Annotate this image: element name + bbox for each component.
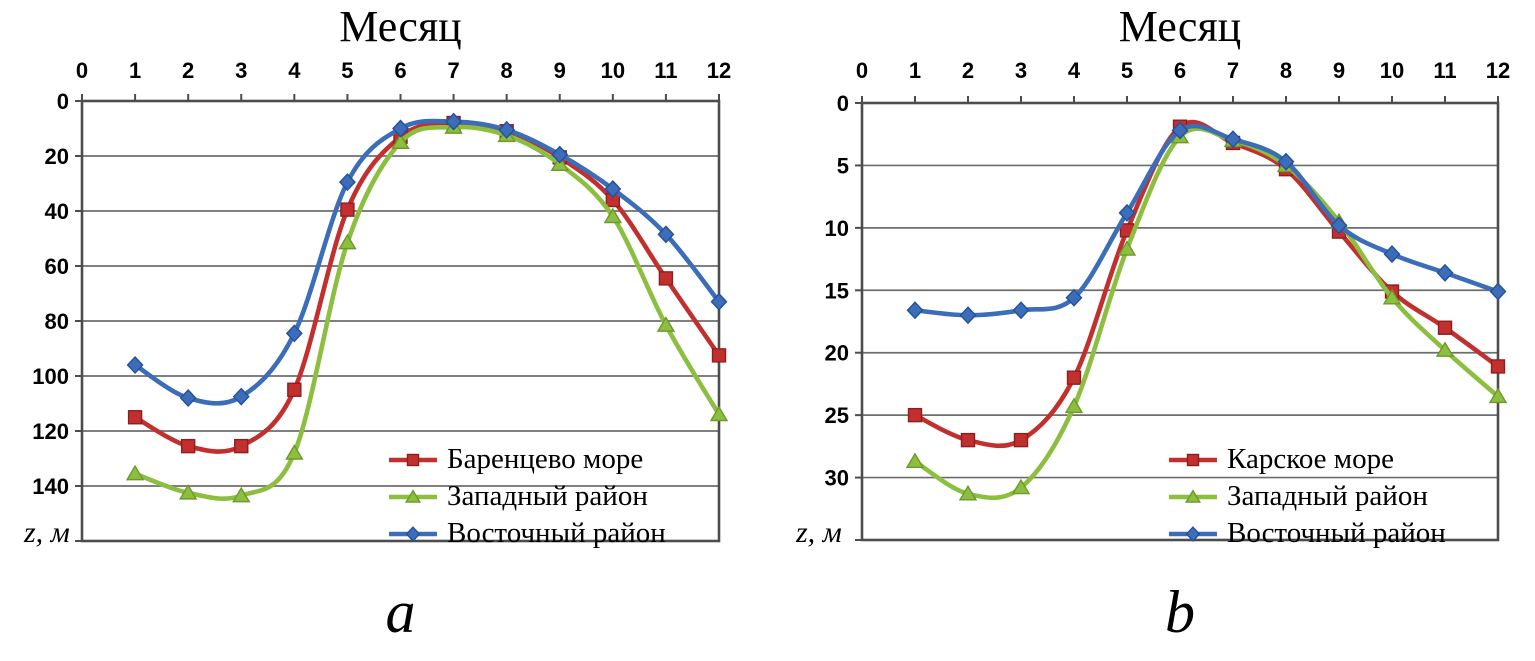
legend-label: Карское море [1227, 443, 1395, 475]
svg-text:3: 3 [1015, 58, 1027, 83]
legend-item: Восточный район [1168, 515, 1446, 552]
plot-border [860, 101, 1500, 542]
legend-label: Баренцево море [447, 443, 644, 475]
svg-text:12: 12 [1486, 58, 1510, 83]
chart-a-legend: Баренцево море Западный район Восточный … [388, 441, 666, 552]
series-2-diamond [906, 121, 1507, 325]
y-axis-labels: 0 20 40 60 80 100 120 140 [32, 89, 69, 499]
legend-item: Восточный район [388, 515, 666, 552]
legend-label: Западный район [1227, 480, 1428, 512]
svg-text:9: 9 [554, 58, 566, 83]
legend-item: Баренцево море [388, 441, 666, 478]
legend-diamond-marker-icon [388, 525, 438, 543]
svg-text:6: 6 [394, 58, 406, 83]
svg-text:0: 0 [57, 89, 69, 114]
svg-text:8: 8 [1280, 58, 1292, 83]
plot-border [80, 99, 721, 543]
svg-text:9: 9 [1333, 58, 1345, 83]
svg-text:140: 140 [32, 474, 69, 499]
legend-item: Карское море [1168, 441, 1446, 478]
chart-panel-a: Месяц 0 1 2 3 4 5 6 7 8 9 10 11 12 0 20 40 60 80 100 120 140… [24, 2, 731, 645]
x-axis-labels: 0 1 2 3 4 5 6 7 8 9 10 11 12 [856, 58, 1510, 83]
svg-text:20: 20 [825, 341, 849, 366]
chart-b-legend: Карское море Западный район Восточный ра… [1168, 441, 1446, 552]
svg-text:25: 25 [825, 403, 849, 428]
legend-square-marker-icon [1168, 451, 1218, 469]
series-2-diamond [126, 112, 728, 408]
svg-text:10: 10 [825, 216, 849, 241]
svg-text:1: 1 [909, 58, 921, 83]
svg-text:5: 5 [341, 58, 353, 83]
svg-text:2: 2 [182, 58, 194, 83]
svg-text:5: 5 [1121, 58, 1133, 83]
svg-text:100: 100 [32, 364, 69, 389]
series-0-square [907, 119, 1506, 449]
svg-text:80: 80 [45, 309, 69, 334]
svg-text:11: 11 [1433, 58, 1456, 83]
chart-panel-b: Месяц 0 1 2 3 4 5 6 7 8 9 10 11 12 0 5 10 15 20 25 30 z, м … [760, 0, 1535, 661]
svg-text:1: 1 [129, 58, 141, 83]
svg-text:7: 7 [447, 58, 459, 83]
svg-text:60: 60 [45, 254, 69, 279]
chart-a-title: Месяц [339, 2, 462, 51]
legend-item: Западный район [1168, 478, 1446, 515]
svg-text:2: 2 [962, 58, 974, 83]
svg-text:4: 4 [1068, 58, 1081, 83]
svg-text:20: 20 [45, 144, 69, 169]
svg-text:0: 0 [856, 58, 868, 83]
svg-text:6: 6 [1174, 58, 1186, 83]
svg-text:5: 5 [837, 153, 849, 178]
chart-a-y-axis-label: z, м [24, 516, 70, 549]
chart-a-caption: a [385, 579, 416, 645]
svg-text:7: 7 [1227, 58, 1239, 83]
svg-text:11: 11 [654, 58, 677, 83]
svg-text:120: 120 [32, 419, 69, 444]
legend-square-marker-icon [388, 451, 438, 469]
gridlines [82, 155, 719, 487]
svg-text:3: 3 [235, 58, 247, 83]
y-axis-labels: 0 5 10 15 20 25 30 [825, 91, 849, 491]
svg-text:12: 12 [707, 58, 731, 83]
svg-text:0: 0 [837, 91, 849, 116]
svg-text:40: 40 [45, 199, 69, 224]
legend-triangle-marker-icon [388, 488, 438, 506]
svg-text:10: 10 [601, 58, 625, 83]
chart-b-y-axis-label: z, м [796, 516, 842, 549]
legend-label: Восточный район [1227, 517, 1446, 549]
svg-text:30: 30 [825, 466, 849, 491]
x-axis-labels: 0 1 2 3 4 5 6 7 8 9 10 11 12 [76, 58, 731, 83]
chart-b-caption: b [1165, 579, 1195, 645]
legend-label: Восточный район [447, 517, 666, 549]
legend-item: Западный район [388, 478, 666, 515]
gridlines [862, 164, 1498, 479]
legend-diamond-marker-icon [1168, 525, 1218, 543]
svg-text:8: 8 [501, 58, 513, 83]
svg-text:15: 15 [825, 278, 849, 303]
svg-text:10: 10 [1380, 58, 1404, 83]
svg-text:4: 4 [288, 58, 301, 83]
svg-text:0: 0 [76, 58, 88, 83]
legend-triangle-marker-icon [1168, 488, 1218, 506]
chart-b-title: Месяц [1118, 2, 1242, 51]
legend-label: Западный район [447, 480, 648, 512]
